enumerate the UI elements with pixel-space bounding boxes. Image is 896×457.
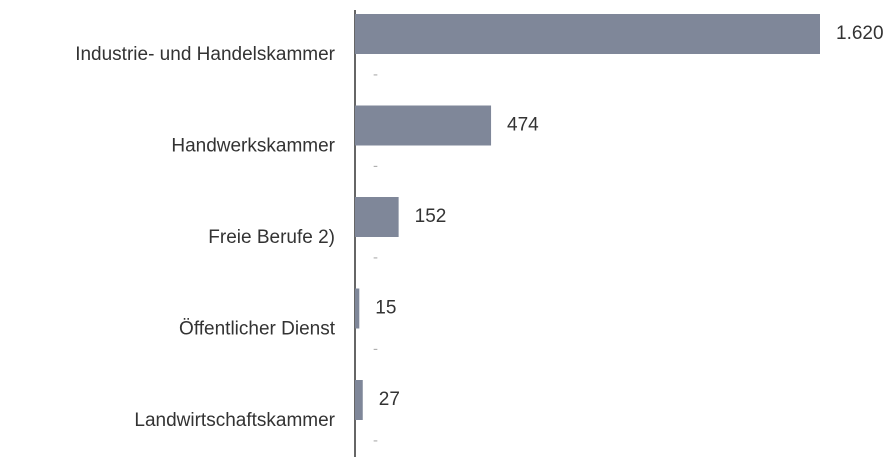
bar <box>355 380 363 420</box>
value-label: - <box>373 340 378 357</box>
category-label: Öffentlicher Dienst <box>179 319 336 340</box>
category-label: Handwerkskammer <box>171 136 335 157</box>
bar <box>355 105 492 146</box>
value-label: 474 <box>507 115 539 136</box>
value-label: - <box>373 432 378 449</box>
category-label: Industrie- und Handelskammer <box>75 44 335 65</box>
bar <box>355 197 399 237</box>
bar <box>355 14 820 54</box>
value-label: 15 <box>375 298 396 319</box>
value-label: - <box>373 157 378 174</box>
value-label: 1.620 <box>836 23 884 44</box>
value-label: - <box>373 249 378 266</box>
value-label: - <box>373 66 378 83</box>
value-label: 27 <box>379 389 400 410</box>
value-label: 152 <box>415 206 447 227</box>
bar <box>355 288 360 329</box>
category-label: Landwirtschaftskammer <box>134 410 335 431</box>
category-label: Freie Berufe 2) <box>208 227 335 248</box>
